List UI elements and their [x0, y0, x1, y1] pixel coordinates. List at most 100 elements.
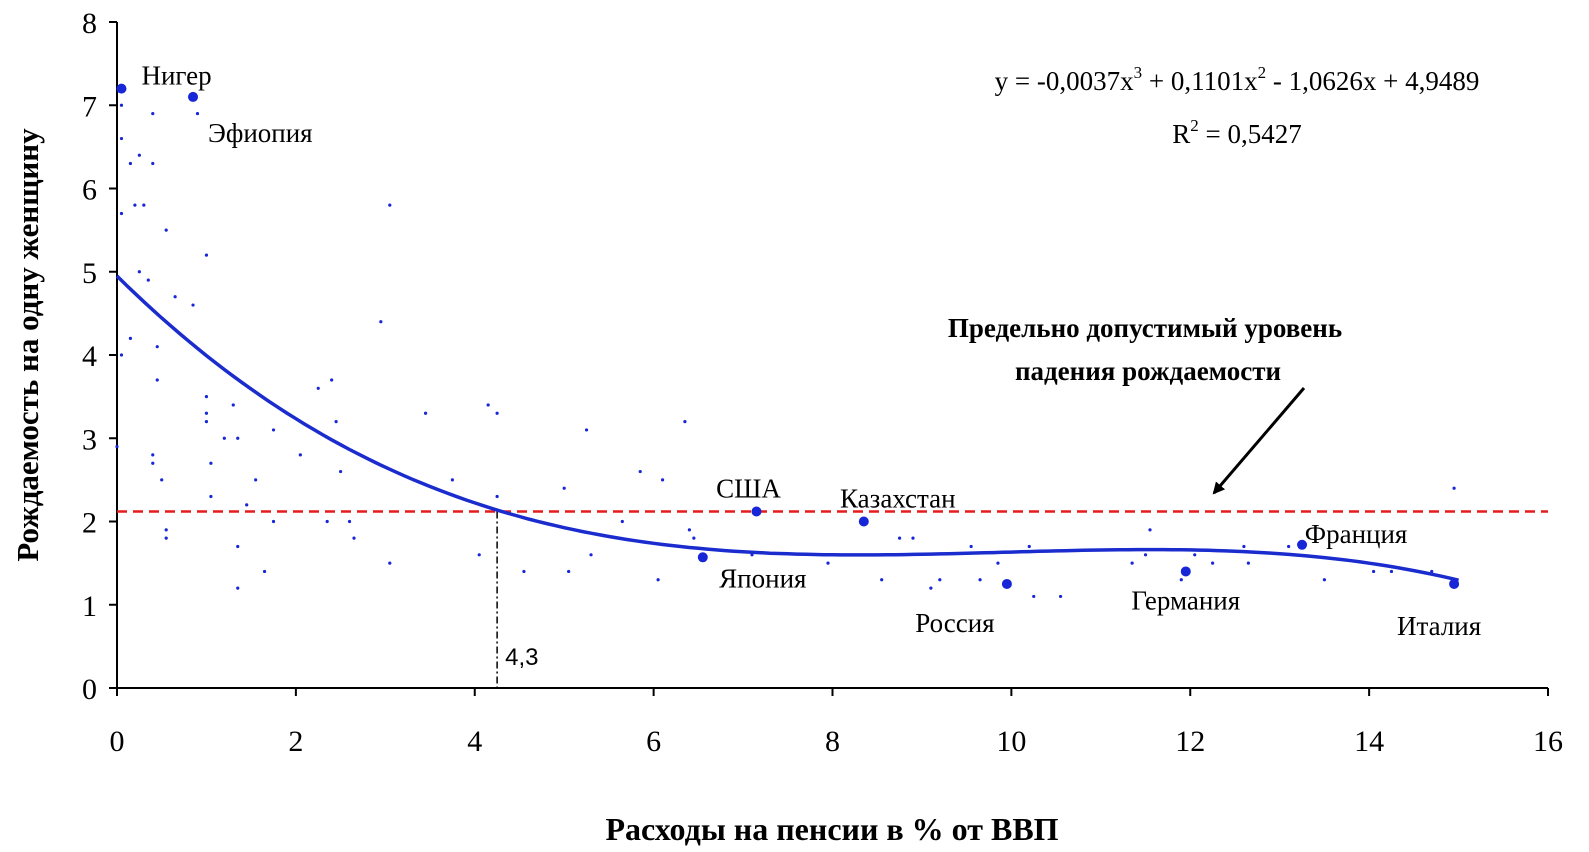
scatter-point	[1246, 561, 1250, 565]
y-tick-label: 6	[82, 174, 97, 207]
eq-part3: - 1,0626x + 4,9489	[1266, 66, 1479, 96]
highlight-point	[751, 506, 762, 517]
scatter-point	[133, 203, 137, 207]
scatter-point	[423, 411, 428, 415]
scatter-point	[128, 161, 133, 166]
r2-prefix: R	[1172, 119, 1190, 149]
r2-tail: = 0,5427	[1199, 119, 1302, 149]
y-tick-label: 3	[82, 423, 97, 456]
scatter-point	[929, 586, 933, 590]
highlight-point	[1001, 578, 1012, 589]
country-label: Россия	[915, 608, 994, 638]
scatter-point	[298, 453, 302, 457]
scatter-point	[522, 569, 526, 574]
highlight-point	[858, 516, 869, 527]
scatter-point	[236, 544, 240, 549]
y-ticks: 0 1 2 3 4 5 6 7 8	[82, 7, 117, 706]
scatter-point	[683, 420, 687, 424]
scatter-point	[262, 569, 267, 574]
scatter-point	[1287, 544, 1291, 549]
intersection-label: 4,3	[505, 644, 538, 671]
scatter-point	[996, 561, 1000, 565]
scatter-point	[826, 561, 830, 565]
y-tick-label: 4	[82, 340, 97, 373]
x-tick-label: 10	[996, 725, 1026, 758]
scatter-point	[486, 403, 490, 407]
scatter-points	[115, 103, 1456, 599]
scatter-point	[271, 428, 276, 432]
scatter-point	[567, 569, 571, 574]
scatter-point	[204, 253, 209, 257]
scatter-point	[164, 228, 168, 232]
scatter-point	[164, 536, 168, 540]
highlighted-points	[116, 83, 1460, 589]
highlight-point	[188, 91, 199, 102]
country-labels: Нигер Эфиопия США Казахстан Япония Россия Герм…	[141, 61, 1481, 641]
country-label: Казахстан	[840, 484, 956, 514]
scatter-point	[222, 436, 226, 440]
x-tick-label: 2	[288, 725, 303, 758]
x-axis-title: Расходы на пенсии в % от ВВП	[605, 811, 1058, 847]
scatter-point	[897, 536, 902, 540]
highlight-point	[1297, 539, 1308, 550]
scatter-point	[209, 494, 213, 499]
country-label: Нигер	[141, 61, 211, 91]
scatter-point	[160, 478, 164, 482]
eq-exp2: 2	[1258, 63, 1267, 82]
scatter-point	[271, 519, 276, 524]
scatter-point	[155, 345, 159, 349]
scatter-point	[137, 153, 141, 157]
y-tick-label: 7	[82, 90, 97, 123]
scatter-point	[938, 578, 942, 582]
x-tick-label: 12	[1175, 725, 1205, 758]
scatter-point	[151, 461, 155, 465]
y-tick-label: 5	[82, 257, 97, 290]
scatter-point	[1148, 528, 1152, 532]
scatter-point	[338, 469, 343, 474]
highlight-point	[1180, 566, 1191, 577]
scatter-point	[334, 420, 338, 424]
x-tick-label: 14	[1354, 725, 1384, 758]
scatter-point	[347, 519, 352, 524]
scatter-point	[638, 469, 642, 474]
scatter-point	[128, 336, 133, 340]
eq-part1: y = -0,0037x	[995, 66, 1134, 96]
scatter-point	[352, 536, 356, 540]
scatter-point	[477, 553, 481, 557]
scatter-point	[254, 478, 258, 482]
annotation-arrow	[1212, 387, 1306, 495]
country-label: Италия	[1397, 611, 1481, 641]
scatter-point	[1389, 569, 1394, 574]
scatter-point	[379, 320, 383, 324]
scatter-point	[119, 211, 124, 216]
trendline-equation: y = -0,0037x3 + 0,1101x2 - 1,0626x + 4,9…	[995, 63, 1480, 96]
y-tick-label: 8	[82, 7, 97, 40]
scatter-point	[204, 395, 209, 399]
scatter-point	[1179, 578, 1183, 582]
scatter-point	[119, 103, 124, 107]
scatter-point	[316, 386, 320, 390]
y-tick-label: 0	[82, 673, 97, 706]
scatter-point	[495, 494, 499, 499]
scatter-point	[978, 578, 982, 582]
scatter-point	[1322, 578, 1327, 582]
scatter-point	[146, 278, 150, 282]
scatter-point	[687, 528, 692, 532]
x-tick-label: 6	[646, 725, 661, 758]
scatter-point	[151, 161, 155, 166]
scatter-point	[195, 111, 200, 116]
scatter-point	[660, 478, 665, 482]
scatter-point	[137, 270, 141, 274]
scatter-point	[880, 578, 884, 582]
scatter-point	[155, 378, 159, 382]
y-tick-label: 2	[82, 507, 97, 540]
scatter-point	[119, 136, 124, 141]
x-tick-label: 16	[1533, 725, 1563, 758]
r2-exp: 2	[1190, 116, 1199, 135]
scatter-point	[330, 378, 334, 382]
scatter-point	[1027, 544, 1031, 549]
trendline	[115, 274, 1459, 582]
scatter-point	[692, 536, 696, 540]
threshold-annotation-line1: Предельно допустимый уровень	[948, 313, 1342, 343]
scatter-point	[115, 444, 119, 449]
